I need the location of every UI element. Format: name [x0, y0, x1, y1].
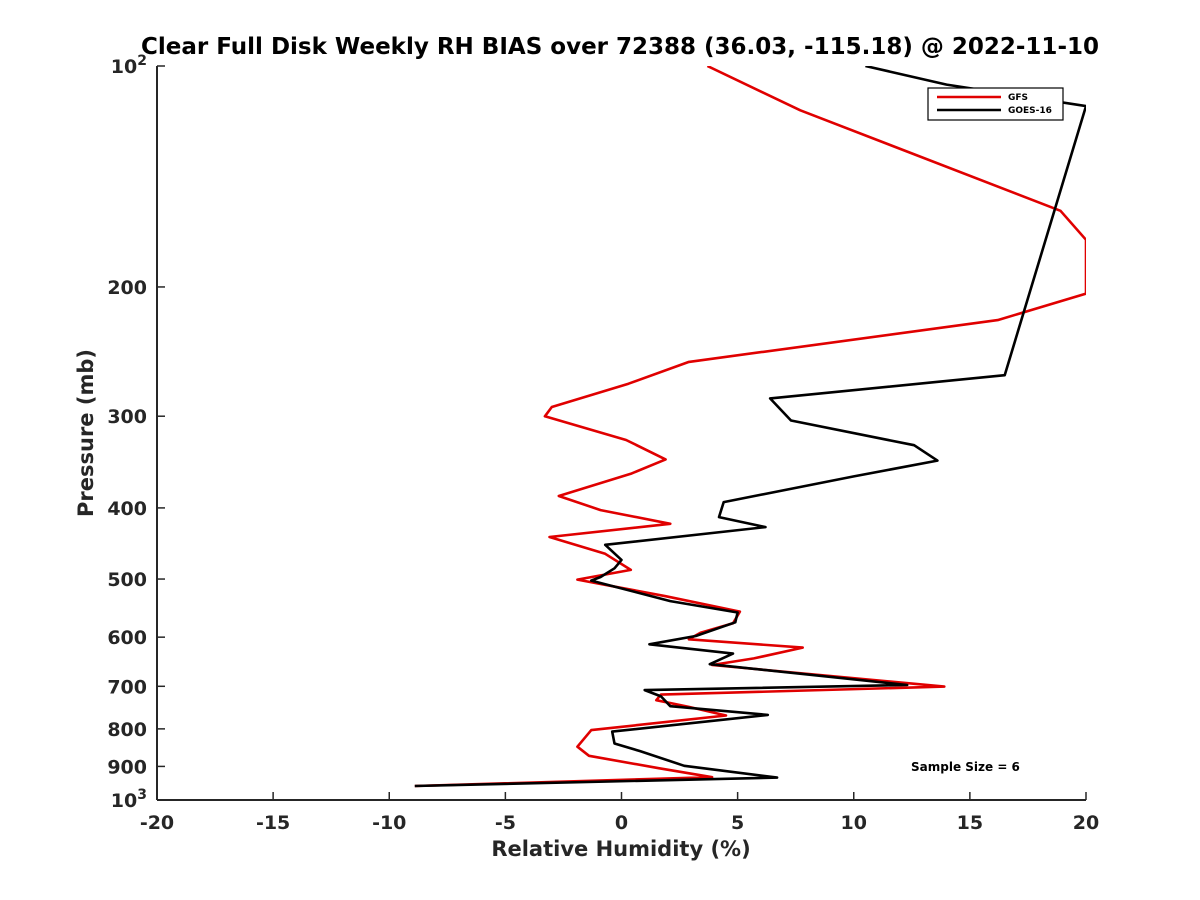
legend-box	[927, 87, 1064, 121]
series-line-gfs	[414, 66, 1086, 788]
x-tick-label: 20	[1073, 812, 1099, 834]
y-axis-label: Pressure (mb)	[74, 349, 98, 517]
sample-size-annotation: Sample Size = 6	[911, 760, 1020, 774]
legend-label-gfs: GFS	[1008, 93, 1028, 103]
y-tick-label: 300	[107, 406, 147, 428]
y-tick-label: 400	[107, 498, 147, 520]
x-tick-label: -5	[495, 812, 516, 834]
y-tick-label: 102	[111, 53, 147, 78]
y-tick-label: 700	[107, 676, 147, 698]
x-tick-label: 0	[615, 812, 628, 834]
x-tick-label: 5	[731, 812, 744, 834]
y-tick-label: 200	[107, 277, 147, 299]
series-layer	[414, 66, 1086, 788]
y-tick-label: 103	[111, 787, 147, 812]
chart-title: Clear Full Disk Weekly RH BIAS over 7238…	[141, 34, 1099, 60]
x-tick-label: -20	[140, 812, 174, 834]
legend-label-goes-16: GOES-16	[1008, 106, 1052, 116]
legend: GFS GOES-16	[927, 87, 1064, 121]
y-tick-label: 500	[107, 569, 147, 591]
series-line-goes-16	[414, 66, 1086, 788]
x-tick-label: -10	[372, 812, 406, 834]
axes-layer: -20 -15 -10 -5 0 5 10 15 20 102 200 300 400 500 600 700…	[107, 53, 1099, 834]
x-tick-label: -15	[256, 812, 290, 834]
y-tick-label: 900	[107, 756, 147, 778]
x-axis-label: Relative Humidity (%)	[491, 837, 750, 861]
x-tick-label: 10	[841, 812, 867, 834]
y-tick-label: 800	[107, 719, 147, 741]
x-tick-label: 15	[957, 812, 983, 834]
y-tick-label: 600	[107, 627, 147, 649]
